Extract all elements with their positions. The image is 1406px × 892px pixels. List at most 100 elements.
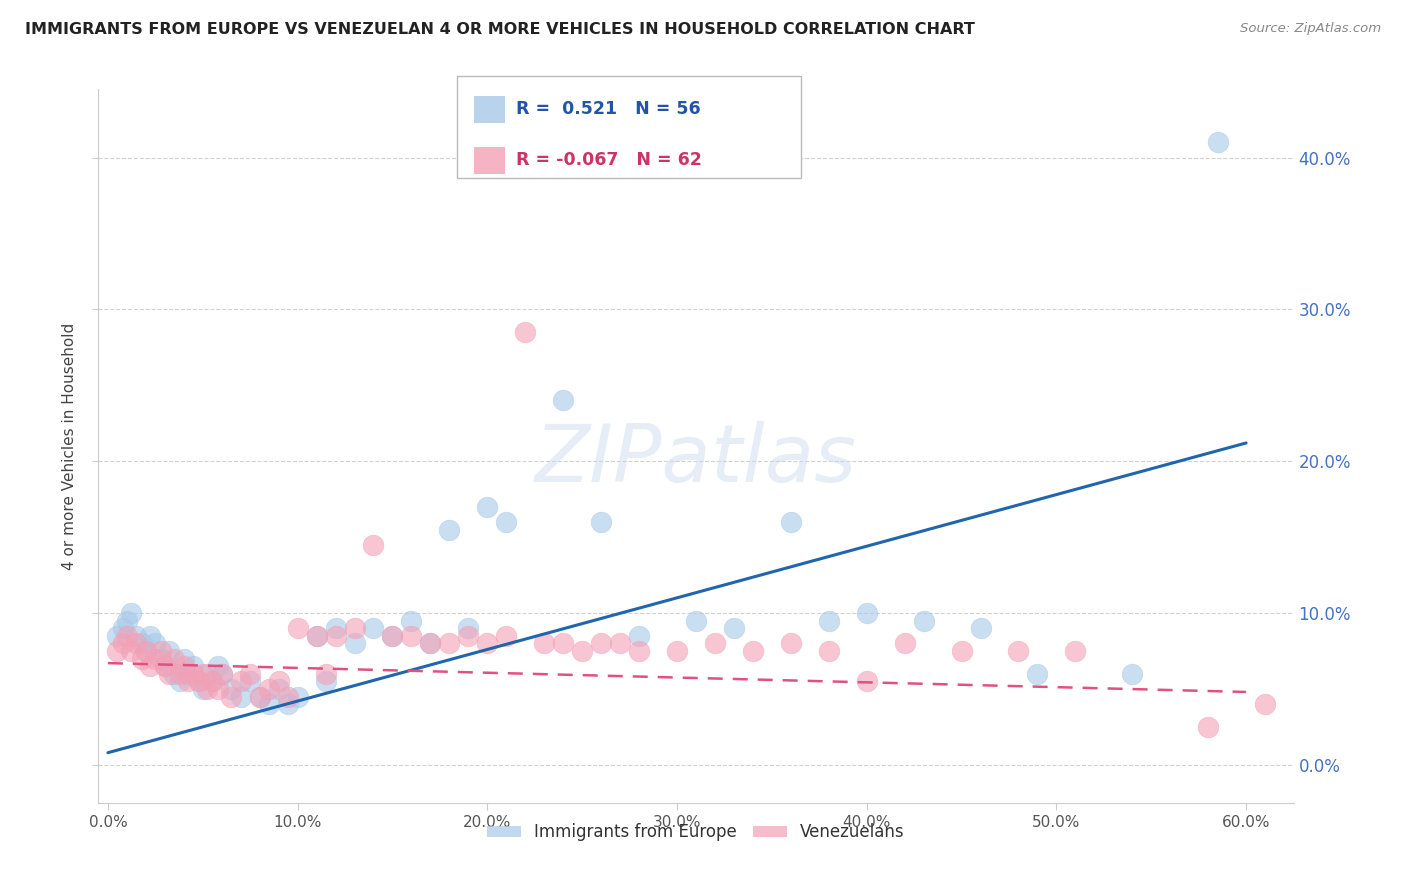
Point [343,636,366,650]
Point [457,629,479,643]
Point [267,674,290,689]
Point [969,621,991,635]
Point [115,614,138,628]
Point [120,606,142,620]
Point [176,666,198,681]
Point [495,629,517,643]
Point [173,659,195,673]
Point [315,674,337,689]
Point [181,666,204,681]
Point [287,690,309,704]
Y-axis label: 4 or more Vehicles in Household: 4 or more Vehicles in Household [62,322,77,570]
Point [817,614,839,628]
Point [628,644,651,658]
Point [249,690,271,704]
Point [157,666,180,681]
Point [229,690,252,704]
Point [257,697,280,711]
Point [571,644,593,658]
Point [343,621,366,635]
Point [419,636,441,650]
Point [150,644,173,658]
Point [163,666,186,681]
Point [553,393,575,408]
Point [249,690,271,704]
Point [153,659,176,673]
Point [169,674,191,689]
Point [315,666,337,681]
Point [912,614,935,628]
Point [131,636,153,650]
Legend: Immigrants from Europe, Venezuelans: Immigrants from Europe, Venezuelans [481,817,911,848]
Point [229,674,252,689]
Point [779,515,801,529]
Point [239,666,262,681]
Point [176,674,198,689]
Text: Source: ZipAtlas.com: Source: ZipAtlas.com [1240,22,1381,36]
Point [381,629,404,643]
Point [219,690,242,704]
Text: R = -0.067   N = 62: R = -0.067 N = 62 [516,152,702,169]
Point [191,681,214,696]
Point [173,651,195,665]
Text: ZIPatlas: ZIPatlas [534,421,858,500]
Point [181,659,204,673]
Point [381,629,404,643]
Point [115,629,138,643]
Point [1007,644,1029,658]
Point [277,697,299,711]
Point [257,681,280,696]
Point [211,666,233,681]
Point [817,644,839,658]
Point [666,644,689,658]
Point [305,629,328,643]
Point [169,666,191,681]
Point [287,621,309,635]
Point [195,666,218,681]
Point [131,651,153,665]
Point [685,614,707,628]
Point [188,674,211,689]
Point [112,636,135,650]
Point [457,621,479,635]
Point [1064,644,1087,658]
Point [135,644,157,658]
Point [439,523,461,537]
Point [157,644,180,658]
Point [1254,697,1277,711]
Point [105,644,128,658]
Point [125,629,148,643]
Point [195,681,218,696]
Point [188,674,211,689]
Point [855,674,877,689]
Point [950,644,973,658]
Point [1197,720,1219,734]
Point [219,681,242,696]
Point [609,636,631,650]
Point [553,636,575,650]
Point [207,659,229,673]
Text: R =  0.521   N = 56: R = 0.521 N = 56 [516,100,700,118]
Point [628,629,651,643]
Point [143,651,166,665]
Point [112,621,135,635]
Point [163,651,186,665]
Point [439,636,461,650]
Point [267,681,290,696]
Point [138,629,160,643]
Point [120,644,142,658]
Point [477,636,499,650]
Point [325,621,347,635]
Point [893,636,915,650]
Point [741,644,763,658]
Point [723,621,745,635]
Point [495,515,517,529]
Point [363,621,385,635]
Point [305,629,328,643]
Point [419,636,441,650]
Point [125,636,148,650]
Point [855,606,877,620]
Point [138,659,160,673]
Point [325,629,347,643]
Point [207,681,229,696]
